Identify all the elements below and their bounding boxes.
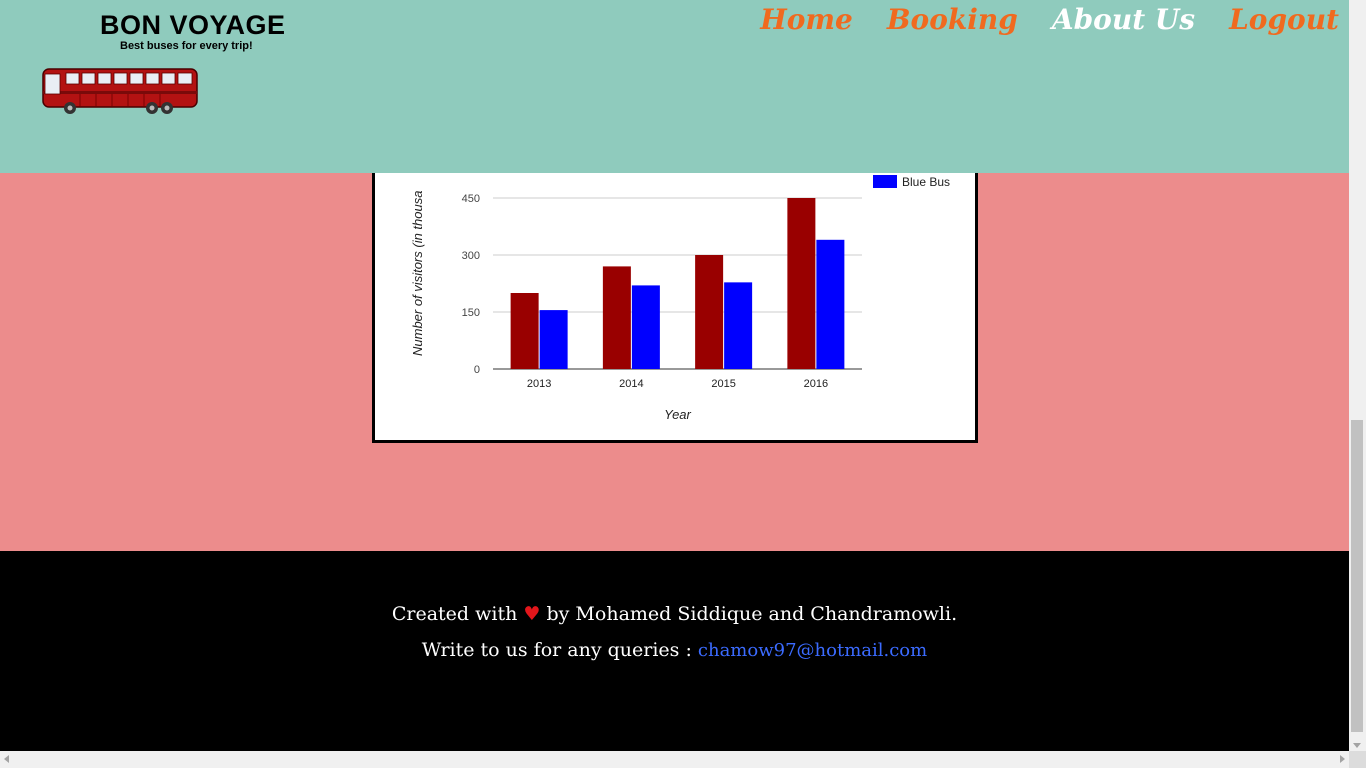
legend-swatch: [873, 175, 897, 188]
brand-title[interactable]: BON VOYAGE: [100, 10, 286, 40]
y-tick-label: 0: [474, 364, 480, 376]
footer-credits-prefix: Created with: [391, 603, 518, 625]
scrollbar-corner: [1349, 751, 1366, 768]
visitors-bar-chart: 0 150 300 450 2013 2014 2015 2016 Year Number of …: [410, 175, 950, 422]
y-tick-label: 300: [462, 250, 480, 262]
heart-icon: ♥: [523, 603, 541, 625]
nav-booking-link[interactable]: Booking: [886, 3, 1018, 36]
bar-series-2: [539, 310, 568, 369]
bar-series-1: [787, 198, 816, 369]
scroll-right-arrow-icon[interactable]: [1340, 755, 1345, 763]
footer-credits: Created with ♥ by Mohamed Siddique and C…: [0, 603, 1349, 625]
vertical-scrollbar[interactable]: [1349, 0, 1366, 751]
footer-contact: Write to us for any queries : chamow97@h…: [0, 639, 1349, 661]
footer-contact-text: Write to us for any queries :: [421, 639, 692, 661]
horizontal-scrollbar[interactable]: [0, 751, 1349, 768]
browser-viewport: 0 150 300 450 2013 2014 2015 2016 Year Number of …: [0, 0, 1349, 751]
bar-series-2: [816, 239, 845, 369]
bar-series-1: [510, 293, 539, 369]
x-tick-label: 2015: [711, 378, 735, 390]
bar-series-1: [602, 266, 631, 369]
site-header: BON VOYAGE Best buses for every trip!: [0, 0, 1349, 173]
contact-email-link[interactable]: chamow97@hotmail.com: [697, 640, 928, 661]
nav-about-us-link[interactable]: About Us: [1051, 3, 1196, 36]
nav-logout-link[interactable]: Logout: [1229, 3, 1339, 36]
x-tick-label: 2016: [804, 378, 828, 390]
x-axis-title: Year: [664, 407, 691, 422]
y-tick-label: 450: [462, 193, 480, 205]
bar-series-2: [631, 285, 660, 369]
site-footer: Created with ♥ by Mohamed Siddique and C…: [0, 551, 1349, 751]
bus-logo-icon: [42, 68, 198, 114]
footer-credits-authors: by Mohamed Siddique and Chandramowli.: [546, 603, 958, 625]
y-tick-label: 150: [462, 307, 480, 319]
x-tick-label: 2013: [527, 378, 551, 390]
y-axis-title: Number of visitors (in thousa: [410, 191, 425, 356]
nav-home-link[interactable]: Home: [760, 3, 853, 36]
legend-label: Blue Bus: [902, 175, 950, 189]
x-tick-label: 2014: [619, 378, 643, 390]
brand-tagline: Best buses for every trip!: [120, 40, 253, 52]
main-nav: Home Booking About Us Logout: [760, 0, 1339, 44]
vertical-scrollbar-thumb[interactable]: [1351, 420, 1363, 732]
scroll-left-arrow-icon[interactable]: [4, 755, 9, 763]
bar-series-2: [724, 282, 753, 369]
bar-series-1: [695, 255, 724, 369]
scroll-down-arrow-icon[interactable]: [1353, 743, 1361, 748]
